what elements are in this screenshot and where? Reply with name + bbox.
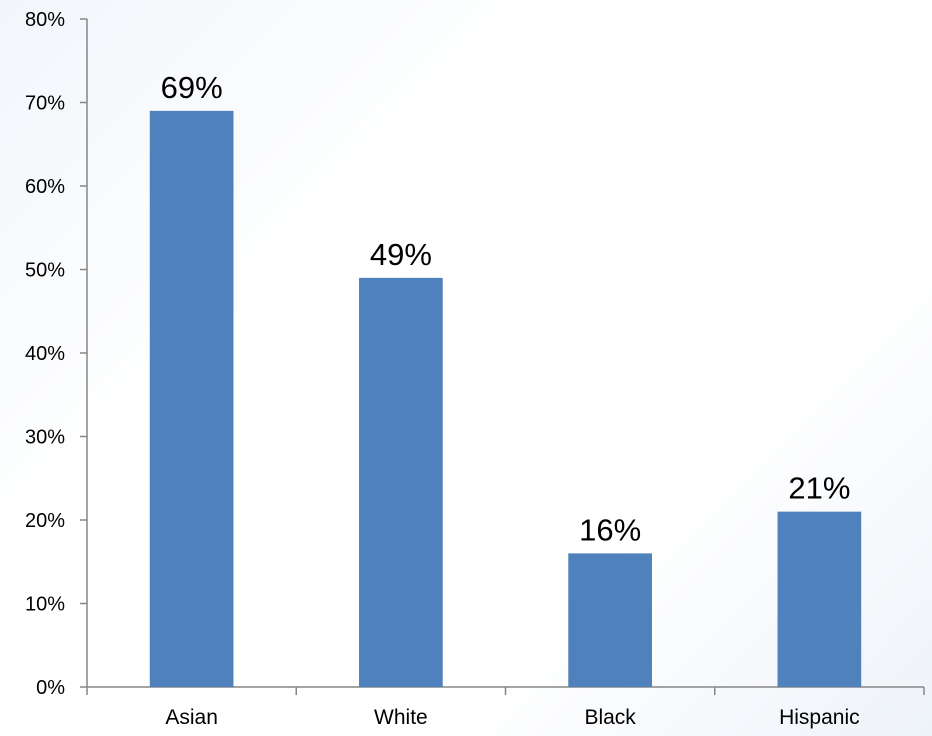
- y-tick-label: 70%: [25, 93, 65, 115]
- y-tick-label: 50%: [25, 260, 65, 282]
- y-tick-label: 10%: [25, 594, 65, 616]
- category-label: Black: [584, 706, 636, 729]
- data-label: 49%: [370, 237, 432, 272]
- y-axis: 0% 10% 20% 30% 40% 50% 60% 70% 80%: [25, 9, 88, 699]
- bar-white: [359, 277, 443, 687]
- y-tick-label: 60%: [25, 176, 65, 198]
- data-label: 16%: [579, 512, 641, 547]
- y-tick-label: 30%: [25, 427, 65, 449]
- bar-black: [568, 553, 652, 687]
- bar-asian: [149, 110, 234, 688]
- data-label: 21%: [788, 471, 850, 506]
- category-label: Asian: [165, 706, 218, 729]
- data-label: 69%: [161, 70, 223, 105]
- data-labels: 69% 49% 16% 21%: [161, 70, 851, 548]
- x-axis: Asian White Black Hispanic: [86, 686, 925, 729]
- bar-hispanic: [777, 511, 862, 687]
- y-tick-label: 20%: [25, 510, 65, 532]
- category-label: White: [374, 706, 428, 729]
- bars: [149, 110, 862, 688]
- category-label: Hispanic: [779, 706, 860, 729]
- y-tick-label: 40%: [25, 343, 65, 365]
- y-tick-label: 0%: [36, 677, 65, 699]
- y-tick-label: 80%: [25, 9, 65, 31]
